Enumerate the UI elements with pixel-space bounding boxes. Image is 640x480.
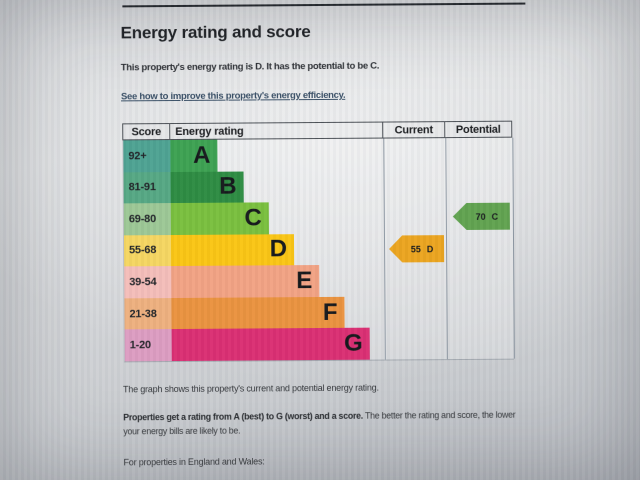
chart-body: 92+ A 81-91 B 69-80 C xyxy=(122,137,515,363)
band-row-a: 92+ A xyxy=(123,139,383,172)
band-letter: E xyxy=(296,267,313,295)
band-letter: D xyxy=(269,235,288,263)
band-row-d: 55-68 D xyxy=(123,233,384,267)
band-bar: E xyxy=(171,265,320,298)
band-row-c: 69-80 C xyxy=(123,202,384,236)
band-letter: B xyxy=(219,172,237,201)
band-letter: C xyxy=(244,204,262,232)
band-score-range: 39-54 xyxy=(124,266,172,299)
current-column: 55 D xyxy=(383,138,447,360)
band-bar: C xyxy=(170,202,269,235)
band-row-f: 21-38 F xyxy=(124,296,384,330)
band-bar: D xyxy=(170,233,295,267)
band-bar: G xyxy=(171,328,370,361)
band-bar: F xyxy=(171,296,345,330)
current-band: D xyxy=(426,243,434,254)
rating-explainer-bold: Properties get a rating from A (best) to… xyxy=(123,410,363,423)
improve-efficiency-link[interactable]: See how to improve this property's energ… xyxy=(120,89,346,103)
section-divider xyxy=(122,2,526,8)
header-energy-rating: Energy rating xyxy=(169,122,383,140)
band-score-range: 69-80 xyxy=(123,203,171,236)
rating-explainer: Properties get a rating from A (best) to… xyxy=(123,408,525,439)
band-score-range: 92+ xyxy=(123,140,171,172)
potential-column: 70 C xyxy=(445,137,515,360)
band-rows: 92+ A 81-91 B 69-80 C xyxy=(123,139,385,362)
band-letter: A xyxy=(192,141,211,169)
current-score: 55 xyxy=(410,243,421,254)
band-score-range: 21-38 xyxy=(124,297,172,330)
potential-rating-arrow: 70 C xyxy=(453,203,510,230)
header-current: Current xyxy=(382,122,445,138)
band-score-range: 55-68 xyxy=(123,234,172,267)
page-title: Energy rating and score xyxy=(120,22,311,43)
band-score-range: 1-20 xyxy=(124,329,172,362)
band-row-b: 81-91 B xyxy=(123,170,384,204)
region-note: For properties in England and Wales: xyxy=(123,456,265,468)
header-potential: Potential xyxy=(444,121,513,138)
graph-caption: The graph shows this property's current … xyxy=(123,382,379,395)
band-bar: B xyxy=(170,171,244,204)
current-rating-arrow: 55 D xyxy=(389,235,444,262)
property-rating-summary: This property's energy rating is D. It h… xyxy=(120,60,380,74)
band-score-range: 81-91 xyxy=(123,171,171,204)
band-bar: A xyxy=(170,139,218,172)
potential-band: C xyxy=(491,211,499,222)
band-letter: F xyxy=(322,298,338,326)
band-row-g: 1-20 G xyxy=(124,328,385,362)
energy-rating-chart: Score Energy rating Current Potential 92… xyxy=(122,120,515,363)
band-letter: G xyxy=(343,329,363,357)
band-row-e: 39-54 E xyxy=(124,265,384,299)
header-score: Score xyxy=(122,124,170,140)
potential-score: 70 xyxy=(475,211,486,222)
